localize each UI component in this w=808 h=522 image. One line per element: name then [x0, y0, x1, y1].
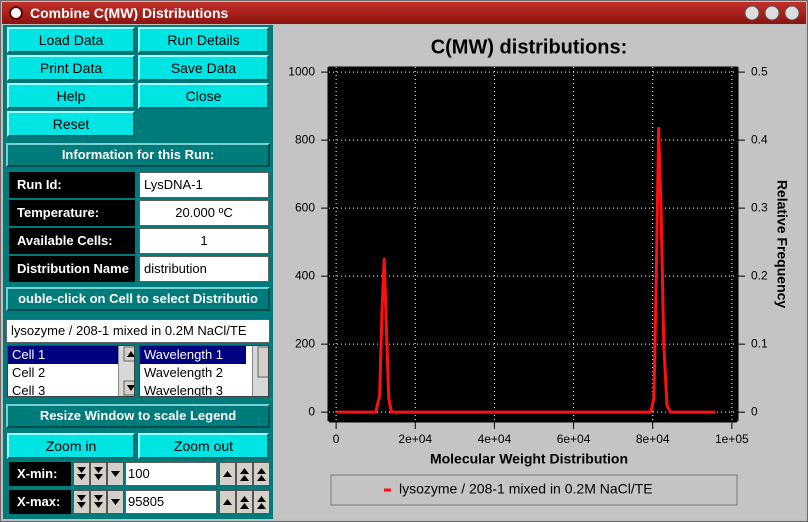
selection-heading: ouble-click on Cell to select Distributi…	[6, 287, 270, 311]
scrollbar[interactable]	[118, 346, 134, 396]
field-label: Temperature:	[9, 200, 135, 226]
zoom-in-button[interactable]: Zoom in	[7, 433, 135, 459]
xmax-label: X-max:	[9, 490, 71, 514]
xmin-input[interactable]: 100	[125, 462, 217, 486]
field-value: 20.000 ºC	[139, 200, 269, 226]
load-data-button[interactable]: Load Data	[7, 27, 135, 53]
list-item[interactable]: Wavelength 1	[140, 346, 246, 364]
x-tick-label: 8e+04	[636, 432, 670, 446]
save-data-button[interactable]: Save Data	[138, 55, 269, 81]
title-bar: Combine C(MW) Distributions	[2, 2, 806, 24]
x-tick-label: 1e+05	[715, 432, 749, 446]
y2-tick-label: 0.5	[751, 64, 768, 78]
control-panel: Load Data Run Details Print Data Save Da…	[3, 25, 273, 519]
x-tick-label: 0	[333, 432, 340, 446]
chart-title: C(MW) distributions:	[431, 36, 628, 58]
list-item[interactable]: Wavelength 3	[144, 383, 224, 397]
wavelength-list: Wavelength 1 Wavelength 2 Wavelength 3	[139, 345, 269, 397]
run-description: lysozyme / 208-1 mixed in 0.2M NaCl/TE	[6, 319, 270, 343]
plot-area	[328, 66, 738, 422]
y-tick-label: 400	[295, 268, 315, 282]
x-tick-label: 2e+04	[398, 432, 432, 446]
cell-list: Cell 1 Cell 2 Cell 3	[7, 345, 135, 397]
x-tick-label: 6e+04	[557, 432, 591, 446]
y-tick-label: 800	[295, 132, 315, 146]
reset-button[interactable]: Reset	[7, 111, 135, 137]
zoom-out-button[interactable]: Zoom out	[138, 433, 269, 459]
xmax-input[interactable]: 95805	[125, 490, 217, 514]
legend-label: lysozyme / 208-1 mixed in 0.2M NaCl/TE	[399, 481, 653, 497]
field-label: Available Cells:	[9, 228, 135, 254]
list-item[interactable]: Cell 2	[12, 365, 46, 380]
help-button[interactable]: Help	[7, 83, 135, 109]
legend-heading: Resize Window to scale Legend	[6, 404, 270, 428]
field-value: LysDNA-1	[139, 172, 269, 198]
field-label: Run Id:	[9, 172, 135, 198]
window-controls[interactable]	[744, 5, 804, 21]
y-tick-label: 600	[295, 200, 315, 214]
xmin-down-buttons[interactable]	[73, 462, 125, 486]
window-title: Combine C(MW) Distributions	[30, 5, 229, 21]
xmin-up-buttons[interactable]	[219, 462, 271, 486]
window-icon	[9, 6, 23, 20]
xmax-down-buttons[interactable]	[73, 490, 125, 514]
list-item[interactable]: Cell 1	[8, 346, 118, 364]
close-button[interactable]: Close	[138, 83, 269, 109]
chart: C(MW) distributions: Molecular Weight Di…	[288, 36, 790, 506]
y-tick-label: 200	[295, 336, 315, 350]
x-axis-label: Molecular Weight Distribution	[430, 451, 628, 467]
xmin-label: X-min:	[9, 462, 71, 486]
list-item[interactable]: Cell 3	[12, 383, 46, 397]
field-value: 1	[139, 228, 269, 254]
y2-tick-label: 0.2	[751, 268, 768, 282]
y2-axis-label: Relative Frequency	[774, 180, 790, 309]
run-details-button[interactable]: Run Details	[138, 27, 269, 53]
scrollbar[interactable]	[252, 346, 268, 396]
field-value[interactable]: distribution	[139, 256, 269, 282]
plot-panel: C(MW) distributions: Molecular Weight Di…	[273, 25, 805, 519]
info-heading: Information for this Run:	[6, 143, 270, 167]
y-tick-label: 0	[308, 404, 315, 418]
y2-tick-label: 0	[751, 404, 758, 418]
field-label: Distribution Name	[9, 256, 135, 282]
print-data-button[interactable]: Print Data	[7, 55, 135, 81]
y2-tick-label: 0.1	[751, 336, 768, 350]
y2-tick-label: 0.4	[751, 132, 768, 146]
y-tick-label: 1000	[288, 64, 315, 78]
list-item[interactable]: Wavelength 2	[144, 365, 224, 380]
data-line	[336, 126, 716, 414]
x-tick-label: 4e+04	[478, 432, 512, 446]
legend-box	[330, 474, 738, 506]
y2-tick-label: 0.3	[751, 200, 768, 214]
xmax-up-buttons[interactable]	[219, 490, 271, 514]
